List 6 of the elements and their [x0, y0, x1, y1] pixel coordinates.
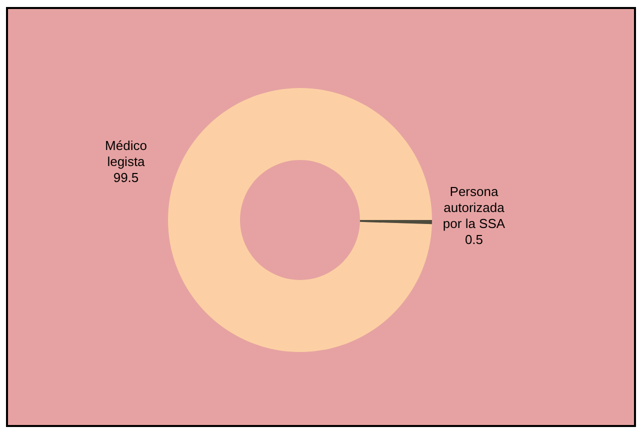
data-label: 0.5: [464, 232, 484, 247]
slice-label: Persona autorizada por la SSA: [442, 184, 506, 231]
donut-slice: [168, 88, 432, 352]
data-label: 99.5: [113, 170, 139, 185]
slice-label: Médico legista: [105, 138, 147, 169]
donut-slice: [360, 220, 432, 224]
